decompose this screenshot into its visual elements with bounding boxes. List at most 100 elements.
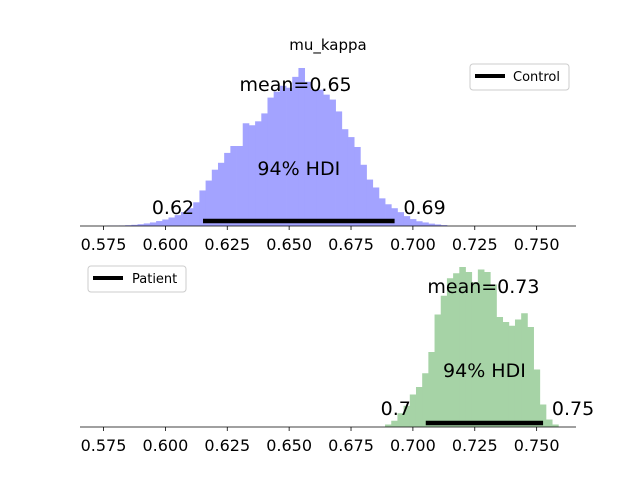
histogram-bar bbox=[205, 180, 213, 226]
x-tick-label: 0.625 bbox=[204, 436, 250, 455]
x-tick-label: 0.750 bbox=[514, 436, 560, 455]
histogram-bar bbox=[286, 87, 293, 226]
histogram-bar bbox=[391, 420, 398, 427]
histogram-bar bbox=[440, 295, 448, 427]
histogram-bar bbox=[477, 269, 485, 427]
histogram-bar bbox=[409, 219, 417, 226]
x-tick-label: 0.575 bbox=[81, 436, 127, 455]
histogram-bar bbox=[329, 99, 336, 226]
histogram-bar bbox=[236, 146, 244, 226]
histogram-bar bbox=[255, 121, 262, 226]
histogram-bar bbox=[149, 222, 157, 226]
histogram-bar bbox=[341, 129, 349, 226]
legend-label: Patient bbox=[132, 272, 177, 287]
x-tick-label: 0.725 bbox=[452, 235, 498, 254]
histogram-bar bbox=[533, 369, 541, 427]
histogram-bar bbox=[422, 373, 429, 427]
legend-frame bbox=[469, 63, 570, 91]
histogram-bar bbox=[508, 325, 516, 427]
chart-title: mu_kappa bbox=[289, 36, 366, 55]
histogram-bar bbox=[378, 198, 386, 226]
x-tick-label: 0.700 bbox=[390, 235, 436, 254]
histogram-bar bbox=[354, 146, 361, 226]
mean-annotation: mean=0.73 bbox=[427, 276, 539, 298]
control-subplot: mu_kappa 0.575 0.600 0.625 0.650 0.675 0.700 0… bbox=[80, 36, 576, 254]
hdi-low-label: 0.7 bbox=[381, 398, 411, 420]
histogram-bar bbox=[168, 217, 176, 226]
histogram-bar bbox=[397, 413, 405, 427]
histogram-bar bbox=[224, 152, 231, 226]
histogram-bar bbox=[391, 208, 398, 226]
x-tick-label: 0.650 bbox=[266, 235, 312, 254]
histogram-bar bbox=[428, 352, 435, 427]
legend-control: Control bbox=[469, 63, 570, 91]
histogram-bar bbox=[292, 76, 299, 226]
patient-histogram bbox=[385, 267, 559, 427]
histogram-bar bbox=[552, 424, 559, 427]
histogram-bar bbox=[471, 282, 479, 427]
x-axis-ticks: 0.575 0.600 0.625 0.650 0.675 0.700 0.725 0.750 bbox=[81, 427, 560, 455]
histogram-bar bbox=[323, 94, 330, 226]
histogram-bar bbox=[385, 424, 392, 427]
histogram-bar bbox=[131, 224, 138, 226]
histogram-bar bbox=[502, 322, 510, 427]
histogram-bar bbox=[514, 319, 522, 427]
histogram-bar bbox=[156, 221, 163, 226]
x-tick-label: 0.675 bbox=[328, 235, 374, 254]
x-tick-label: 0.675 bbox=[328, 436, 374, 455]
patient-subplot: 0.575 0.600 0.625 0.650 0.675 0.700 0.725 0.750… bbox=[80, 265, 594, 455]
histogram-bar bbox=[298, 67, 306, 226]
histogram-bar bbox=[310, 89, 318, 226]
histogram-bar bbox=[434, 314, 442, 427]
histogram-bar bbox=[242, 123, 250, 226]
histogram-bar bbox=[174, 215, 182, 226]
histogram-bar bbox=[459, 267, 466, 427]
histogram-bar bbox=[521, 313, 528, 427]
histogram-bar bbox=[422, 222, 429, 226]
hdi-label: 94% HDI bbox=[443, 360, 526, 382]
histogram-bar bbox=[193, 202, 200, 226]
histogram-bar bbox=[409, 394, 417, 427]
histogram-bar bbox=[385, 204, 392, 226]
hdi-low-label: 0.62 bbox=[152, 197, 194, 219]
histogram-bar bbox=[304, 81, 312, 226]
x-tick-label: 0.750 bbox=[514, 235, 560, 254]
histogram-bar bbox=[545, 419, 553, 427]
histogram-bar bbox=[446, 278, 454, 427]
histogram-bar bbox=[230, 146, 237, 226]
histogram-bar bbox=[347, 137, 355, 226]
histogram-bar bbox=[372, 187, 380, 226]
x-tick-label: 0.725 bbox=[452, 436, 498, 455]
histogram-bar bbox=[403, 405, 411, 427]
histogram-bar bbox=[415, 387, 423, 427]
x-axis-ticks: 0.575 0.600 0.625 0.650 0.675 0.700 0.725 0.750 bbox=[81, 226, 560, 254]
x-tick-label: 0.700 bbox=[390, 436, 436, 455]
x-tick-label: 0.625 bbox=[204, 235, 250, 254]
legend-patient: Patient bbox=[87, 265, 187, 293]
control-histogram bbox=[106, 67, 448, 227]
histogram-bar bbox=[465, 272, 473, 427]
histogram-bar bbox=[137, 224, 145, 226]
histogram-bar bbox=[434, 224, 442, 226]
hdi-high-label: 0.75 bbox=[552, 398, 594, 420]
histogram-bar bbox=[162, 219, 169, 226]
histogram-bar bbox=[335, 111, 343, 226]
histogram-bar bbox=[527, 327, 534, 427]
histogram-bar bbox=[397, 212, 405, 226]
mean-annotation: mean=0.65 bbox=[240, 74, 352, 96]
histogram-bar bbox=[199, 190, 207, 226]
histogram-bar bbox=[360, 164, 367, 226]
histogram-bar bbox=[539, 404, 547, 427]
histogram-bar bbox=[248, 125, 256, 226]
x-tick-label: 0.650 bbox=[266, 436, 312, 455]
histogram-bar bbox=[267, 97, 275, 226]
histogram-bar bbox=[428, 223, 435, 226]
x-tick-label: 0.600 bbox=[142, 436, 188, 455]
hdi-label: 94% HDI bbox=[257, 158, 340, 180]
histogram-bar bbox=[217, 162, 225, 226]
histogram-bar bbox=[261, 113, 268, 226]
hdi-high-label: 0.69 bbox=[403, 197, 445, 219]
histogram-bar bbox=[453, 273, 460, 427]
histogram-bar bbox=[316, 89, 324, 226]
